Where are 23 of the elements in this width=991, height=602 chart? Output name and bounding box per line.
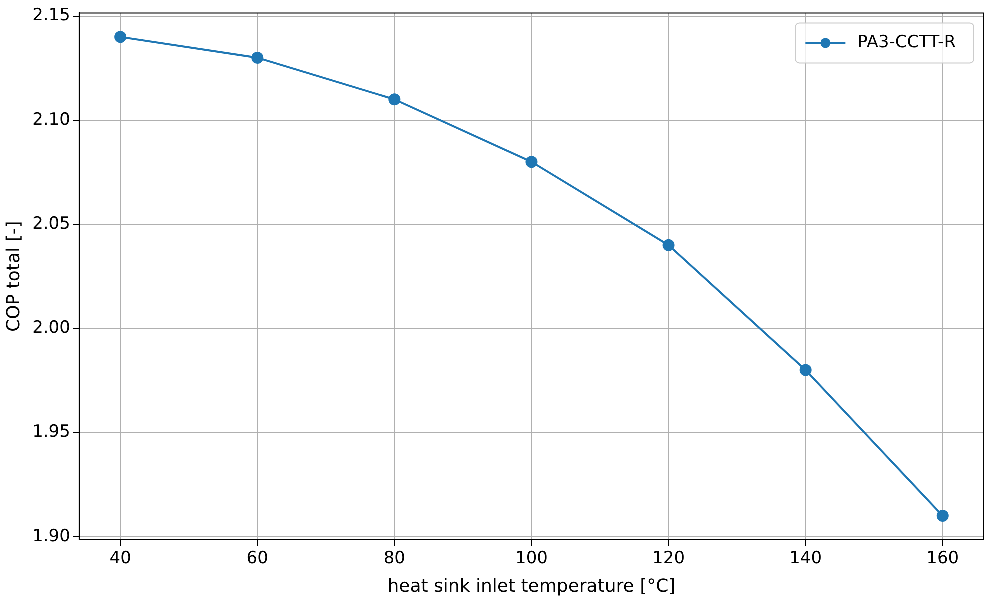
y-tick-label: 2.05	[32, 214, 70, 234]
point	[662, 239, 675, 252]
point	[252, 52, 264, 64]
x-tick-label: 140	[790, 548, 822, 569]
legend-label: PA3-CCTT-R	[858, 32, 956, 53]
point	[526, 156, 538, 168]
point	[936, 510, 949, 522]
x-axis-title: heat sink inlet temperature [°C]	[388, 576, 676, 597]
point	[114, 31, 127, 44]
x-tick-label: 160	[926, 548, 960, 569]
y-tick-label: 2.10	[32, 110, 70, 130]
y-tick-label: 2.00	[32, 318, 70, 338]
point	[800, 364, 812, 376]
y-tick-label: 1.95	[32, 422, 70, 442]
x-tick-label: 40	[110, 548, 132, 569]
x-tick-label: 120	[652, 548, 686, 569]
x-tick-label: 100	[516, 548, 548, 569]
point	[388, 94, 401, 106]
y-tick-label: 1.90	[32, 526, 70, 546]
y-tick-label: 2.15	[32, 6, 70, 26]
x-tick-label: 60	[246, 548, 268, 569]
x-tick-label: 80	[384, 548, 406, 569]
y-axis-title: COP total [-]	[3, 221, 24, 332]
